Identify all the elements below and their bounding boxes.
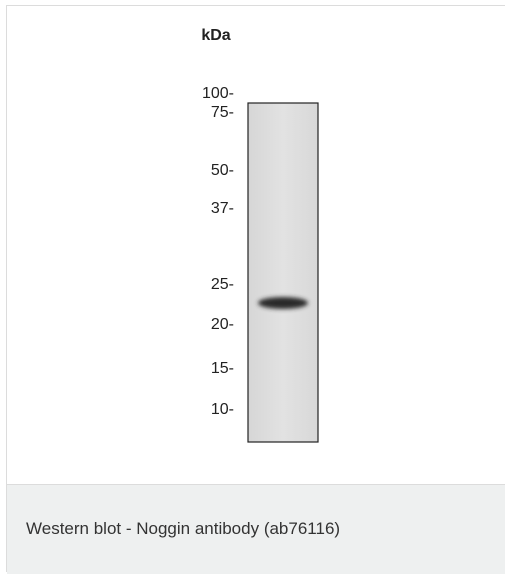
figure-panel: kDa 100- 75- 50- 37- 25- 20- 15- 10- Western bl…: [6, 5, 505, 572]
marker-label: 50-: [211, 162, 234, 179]
marker-label: 37-: [211, 200, 234, 217]
marker-label: 75-: [211, 104, 234, 121]
caption: Western blot - Noggin antibody (ab76116): [26, 519, 340, 539]
blot-lane: [248, 103, 318, 442]
marker-labels: 100- 75- 50- 37- 25- 20- 15- 10-: [202, 85, 234, 418]
unit-label: kDa: [201, 27, 230, 44]
marker-label: 10-: [211, 401, 234, 418]
marker-label: 20-: [211, 316, 234, 333]
blot-image: kDa 100- 75- 50- 37- 25- 20- 15- 10-: [7, 6, 506, 484]
marker-label: 15-: [211, 360, 234, 377]
marker-label: 25-: [211, 276, 234, 293]
protein-band: [258, 297, 308, 309]
marker-label: 100-: [202, 85, 234, 102]
caption-area: Western blot - Noggin antibody (ab76116): [7, 484, 505, 574]
